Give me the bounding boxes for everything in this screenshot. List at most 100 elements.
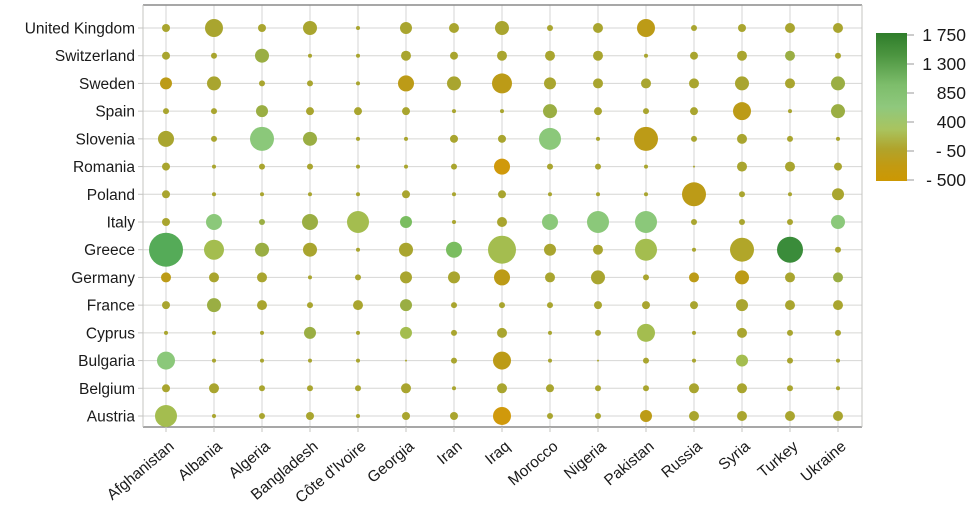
bubble-poland-georgia[interactable] (402, 190, 410, 199)
bubble-sweden-pakistan[interactable] (641, 78, 651, 89)
bubble-italy-iran[interactable] (452, 219, 456, 224)
bubble-slovenia-georgia[interactable] (404, 136, 408, 141)
bubble-cyprus-afghanistan[interactable] (164, 330, 168, 335)
bubble-spain-georgia[interactable] (402, 107, 410, 116)
bubble-greece-albania[interactable] (204, 239, 224, 260)
bubble-slovenia-algeria[interactable] (250, 126, 274, 151)
bubble-greece-bangladesh[interactable] (303, 242, 317, 257)
bubble-austria-bangladesh[interactable] (306, 411, 314, 420)
bubble-greece-georgia[interactable] (399, 242, 413, 257)
bubble-sweden-morocco[interactable] (544, 77, 556, 90)
bubble-bulgaria-ukraine[interactable] (836, 358, 840, 363)
bubble-bulgaria-pakistan[interactable] (643, 357, 649, 364)
bubble-italy-algeria[interactable] (259, 218, 265, 225)
bubble-germany-ukraine[interactable] (833, 272, 843, 283)
bubble-germany-bangladesh[interactable] (308, 275, 312, 280)
bubble-romania-iran[interactable] (451, 163, 457, 170)
bubble-spain-syria[interactable] (733, 102, 751, 121)
bubble-cyprus-ukraine[interactable] (835, 329, 841, 336)
bubble-belgium-iraq[interactable] (497, 383, 507, 394)
bubble-germany-albania[interactable] (209, 272, 219, 283)
bubble-germany-russia[interactable] (689, 272, 699, 283)
bubble-cyprus-pakistan[interactable] (637, 323, 655, 342)
bubble-italy-morocco[interactable] (542, 213, 558, 230)
bubble-cyprus-russia[interactable] (692, 330, 696, 335)
bubble-cyprus-algeria[interactable] (260, 330, 264, 335)
bubble-switzerland-iran[interactable] (450, 51, 458, 60)
bubble-poland-nigeria[interactable] (596, 192, 600, 197)
bubble-sweden-albania[interactable] (207, 76, 221, 91)
bubble-switzerland-georgia[interactable] (401, 50, 411, 61)
bubble-slovenia-morocco[interactable] (539, 127, 561, 150)
bubble-slovenia-c-te-d-ivoire[interactable] (356, 136, 360, 141)
bubble-belgium-turkey[interactable] (787, 385, 793, 392)
bubble-slovenia-iran[interactable] (450, 134, 458, 143)
bubble-austria-algeria[interactable] (259, 412, 265, 419)
bubble-belgium-algeria[interactable] (259, 385, 265, 392)
bubble-germany-pakistan[interactable] (643, 274, 649, 281)
bubble-poland-iran[interactable] (452, 192, 456, 197)
bubble-united-kingdom-russia[interactable] (691, 25, 697, 31)
bubble-united-kingdom-afghanistan[interactable] (162, 24, 170, 32)
bubble-italy-syria[interactable] (739, 218, 745, 225)
bubble-austria-syria[interactable] (737, 410, 747, 421)
bubble-bulgaria-nigeria[interactable] (597, 359, 599, 362)
bubble-france-nigeria[interactable] (594, 301, 602, 310)
bubble-romania-afghanistan[interactable] (162, 162, 170, 171)
bubble-austria-afghanistan[interactable] (155, 404, 177, 427)
bubble-cyprus-iran[interactable] (451, 329, 457, 336)
bubble-greece-iraq[interactable] (488, 235, 516, 264)
bubble-switzerland-ukraine[interactable] (835, 52, 841, 59)
bubble-sweden-iran[interactable] (447, 76, 461, 91)
bubble-switzerland-afghanistan[interactable] (162, 51, 170, 60)
bubble-austria-georgia[interactable] (402, 411, 410, 420)
bubble-france-turkey[interactable] (785, 300, 795, 311)
bubble-belgium-c-te-d-ivoire[interactable] (355, 385, 361, 392)
bubble-germany-algeria[interactable] (257, 272, 267, 283)
bubble-austria-russia[interactable] (689, 410, 699, 421)
bubble-cyprus-albania[interactable] (212, 330, 216, 335)
bubble-germany-c-te-d-ivoire[interactable] (355, 274, 361, 281)
bubble-austria-albania[interactable] (212, 413, 216, 418)
bubble-romania-algeria[interactable] (259, 163, 265, 170)
bubble-austria-turkey[interactable] (785, 410, 795, 421)
bubble-switzerland-turkey[interactable] (785, 50, 795, 61)
bubble-belgium-bangladesh[interactable] (307, 385, 313, 392)
bubble-romania-bangladesh[interactable] (307, 163, 313, 170)
bubble-united-kingdom-morocco[interactable] (547, 25, 553, 31)
bubble-france-russia[interactable] (690, 301, 698, 310)
bubble-belgium-pakistan[interactable] (643, 385, 649, 392)
bubble-germany-turkey[interactable] (785, 272, 795, 283)
bubble-italy-turkey[interactable] (787, 218, 793, 225)
bubble-spain-iraq[interactable] (500, 109, 504, 114)
bubble-romania-georgia[interactable] (404, 164, 408, 169)
bubble-austria-nigeria[interactable] (595, 412, 601, 419)
bubble-romania-syria[interactable] (737, 161, 747, 172)
bubble-romania-turkey[interactable] (785, 161, 795, 172)
bubble-germany-nigeria[interactable] (591, 270, 605, 285)
bubble-greece-ukraine[interactable] (835, 246, 841, 253)
bubble-united-kingdom-iran[interactable] (449, 23, 459, 33)
bubble-germany-morocco[interactable] (545, 272, 555, 283)
bubble-france-albania[interactable] (207, 298, 221, 313)
bubble-spain-iran[interactable] (452, 109, 456, 114)
bubble-belgium-nigeria[interactable] (595, 385, 601, 392)
bubble-romania-russia[interactable] (693, 165, 695, 168)
bubble-belgium-afghanistan[interactable] (162, 384, 170, 393)
bubble-bulgaria-afghanistan[interactable] (157, 351, 175, 370)
bubble-greece-iran[interactable] (446, 241, 462, 258)
bubble-slovenia-turkey[interactable] (787, 135, 793, 142)
bubble-greece-turkey[interactable] (777, 236, 803, 263)
bubble-france-iran[interactable] (451, 302, 457, 309)
bubble-romania-morocco[interactable] (547, 163, 553, 170)
bubble-united-kingdom-turkey[interactable] (785, 23, 795, 33)
bubble-united-kingdom-nigeria[interactable] (593, 23, 603, 33)
bubble-cyprus-georgia[interactable] (400, 326, 412, 339)
bubble-italy-albania[interactable] (206, 213, 222, 230)
bubble-bulgaria-albania[interactable] (212, 358, 216, 363)
bubble-cyprus-bangladesh[interactable] (304, 326, 316, 339)
bubble-united-kingdom-c-te-d-ivoire[interactable] (356, 26, 360, 30)
bubble-spain-albania[interactable] (211, 108, 217, 115)
bubble-bulgaria-morocco[interactable] (548, 358, 552, 363)
bubble-spain-ukraine[interactable] (831, 104, 845, 119)
